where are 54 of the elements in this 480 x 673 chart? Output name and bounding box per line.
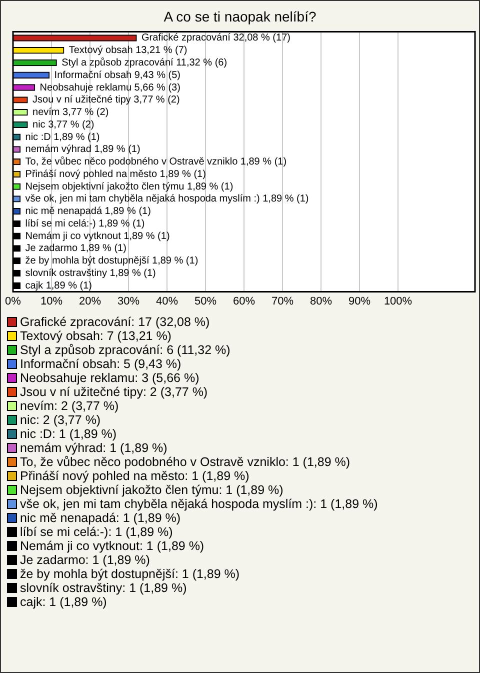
x-tick-label: 100%	[384, 295, 412, 308]
text: To, že vůbec něco podobného v Ostravě vzniklo: 1 (1,89 %)	[19, 455, 352, 469]
x-tick-label: 90%	[348, 295, 371, 308]
category-label: že by mohla být dostupnější 1,89 % (1)	[25, 256, 198, 267]
text: nic: 2 (3,77 %)	[19, 413, 102, 427]
category-label: Přináší nový pohled na město 1,89 % (1)	[25, 168, 206, 180]
x-tick-label: 30%	[117, 295, 140, 308]
text: nic :D: 1 (1,89 %)	[19, 427, 118, 441]
category-label: nemám výhrad 1,89 % (1)	[25, 144, 140, 156]
category-label: Nemám ji co vytknout 1,89 % (1)	[25, 230, 170, 242]
text: Textový obsah: 7 (13,21 %)	[19, 329, 172, 343]
x-tick-label: 0%	[5, 295, 22, 308]
text: Jsou v ní užitečné tipy: 2 (3,77 %)	[19, 385, 209, 399]
text: Je zadarmo: 1 (1,89 %)	[19, 553, 151, 567]
category-label: Neobsahuje reklamu 5,66 % (3)	[40, 82, 180, 94]
text: Grafické zpracování: 17 (32,08 %)	[19, 315, 211, 329]
text: slovník ostravštiny: 1 (1,89 %)	[19, 581, 188, 595]
category-label: Textový obsah 13,21 % (7)	[68, 45, 188, 56]
category-label: nic 3,77 % (2)	[32, 119, 94, 130]
category-label: nic mě nenapadá 1,89 % (1)	[25, 206, 151, 218]
category-label: Nejsem objektivní jakožto člen týmu 1,89 % (1)	[25, 181, 234, 192]
category-label: Je zadarmo 1,89 % (1)	[25, 243, 126, 254]
category-label: nevím 3,77 % (2)	[32, 107, 109, 118]
category-label: nic :D 1,89 % (1)	[25, 132, 100, 143]
text: Přináší nový pohled na město: 1 (1,89 %)	[19, 469, 250, 483]
text: Nemám ji co vytknout: 1 (1,89 %)	[19, 539, 206, 553]
text: Nejsem objektivní jakožto člen týmu: 1 (1,89 %)	[19, 483, 284, 497]
chart-title: A co se ti naopak nelíbí?	[164, 8, 316, 24]
category-label: Grafické zpracování 32,08 % (17)	[142, 32, 290, 44]
text: Neobsahuje reklamu: 3 (5,66 %)	[19, 371, 200, 385]
text: Styl a způsob zpracování: 6 (11,32 %)	[19, 343, 232, 357]
x-tick-label: 60%	[232, 295, 256, 308]
text: cajk: 1 (1,89 %)	[19, 595, 108, 609]
category-label: To, že vůbec něco podobného v Ostravě vzniklo 1,89 % (1)	[25, 156, 287, 168]
text: Informační obsah: 5 (9,43 %)	[19, 357, 182, 371]
category-label: Styl a způsob zpracování 11,32 % (6)	[62, 58, 228, 68]
category-label: Informační obsah 9,43 % (5)	[54, 70, 180, 81]
text: nemám výhrad: 1 (1,89 %)	[19, 441, 168, 455]
text: že by mohla být dostupnější: 1 (1,89 %)	[19, 567, 241, 581]
x-tick-label: 70%	[271, 295, 294, 308]
text: nic mě nenapadá: 1 (1,89 %)	[19, 511, 182, 525]
category-label: cajk 1,89 % (1)	[25, 280, 92, 292]
x-tick-label: 80%	[310, 295, 332, 308]
x-tick-label: 40%	[156, 295, 178, 308]
category-label: slovník ostravštiny 1,89 % (1)	[25, 268, 156, 279]
category-label: Jsou v ní užitečné tipy 3,77 % (2)	[32, 94, 180, 106]
category-label: líbí se mi celá:-) 1,89 % (1)	[25, 218, 145, 230]
x-tick-label: 20%	[78, 295, 102, 308]
category-label: vše ok, jen mi tam chyběla nějaká hospoda myslím :) 1,89 % (1)	[25, 194, 309, 205]
text: nevím: 2 (3,77 %)	[19, 399, 120, 413]
x-tick-label: 50%	[194, 295, 217, 308]
text: vše ok, jen mi tam chyběla nějaká hospoda myslím :): 1 (1,89 %)	[19, 497, 378, 511]
text: líbí se mi celá:-): 1 (1,89 %)	[19, 525, 174, 539]
x-tick-label: 10%	[40, 295, 63, 308]
